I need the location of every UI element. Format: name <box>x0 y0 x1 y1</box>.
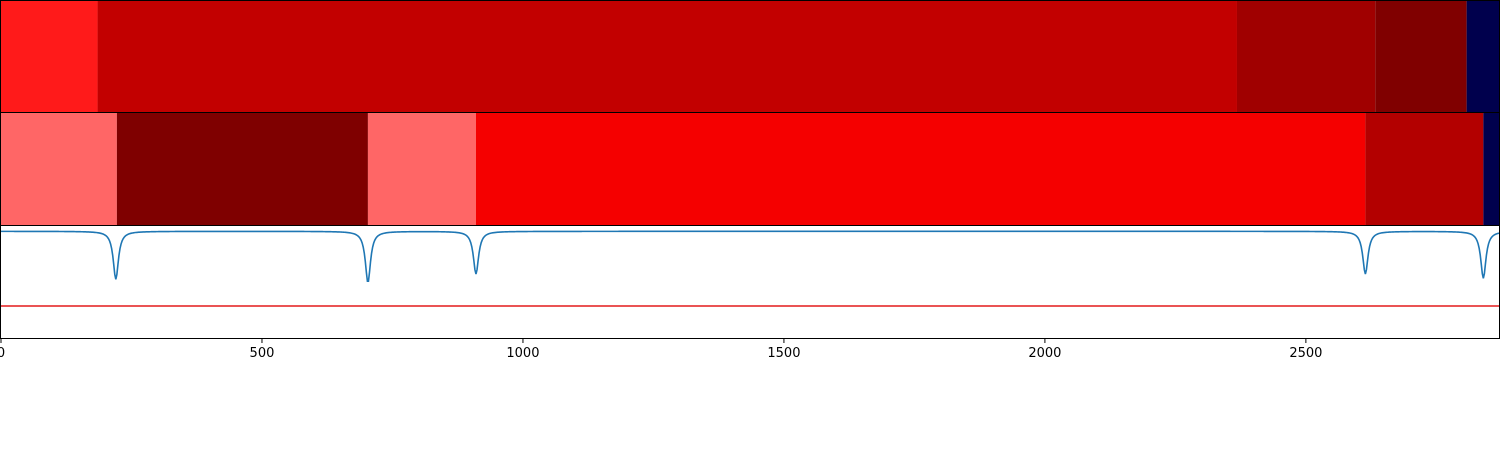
segment-2-5 <box>1365 113 1484 225</box>
segment-1-3 <box>1236 1 1376 112</box>
x-tick-label-0: 0 <box>0 346 5 361</box>
x-tick-label-1500: 1500 <box>767 346 800 361</box>
segment-row-1 <box>0 0 1500 113</box>
signal-panel-frame <box>0 225 1500 339</box>
x-axis: 0 500 1000 1500 2000 2500 <box>0 338 1322 361</box>
segment-2-4 <box>475 113 1366 225</box>
segment-2-3 <box>367 113 476 225</box>
x-tick-label-500: 500 <box>250 346 275 361</box>
segment-1-1 <box>1 1 98 112</box>
segment-2-1 <box>1 113 117 225</box>
segment-2-2 <box>116 113 368 225</box>
signal-panel <box>0 225 1500 339</box>
segment-1-2 <box>97 1 1237 112</box>
signal-line <box>1 230 1500 282</box>
x-tick-label-2500: 2500 <box>1289 346 1322 361</box>
x-tick-label-2000: 2000 <box>1028 346 1061 361</box>
x-tick-label-1000: 1000 <box>506 346 539 361</box>
segment-row-2 <box>0 112 1500 226</box>
segment-1-4 <box>1375 1 1467 112</box>
segment-2-6 <box>1483 113 1499 225</box>
segment-1-5 <box>1466 1 1499 112</box>
